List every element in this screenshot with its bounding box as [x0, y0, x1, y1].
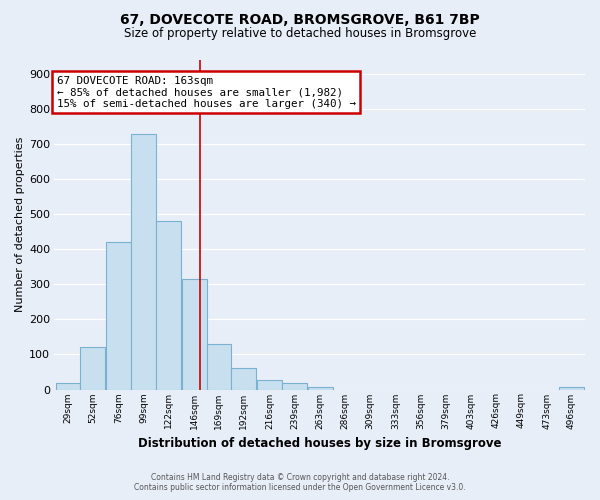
- Bar: [308, 386, 332, 390]
- Bar: [80, 348, 105, 390]
- Text: 67 DOVECOTE ROAD: 163sqm
← 85% of detached houses are smaller (1,982)
15% of sem: 67 DOVECOTE ROAD: 163sqm ← 85% of detach…: [56, 76, 356, 109]
- Bar: [232, 368, 256, 390]
- Text: Contains HM Land Registry data © Crown copyright and database right 2024.
Contai: Contains HM Land Registry data © Crown c…: [134, 473, 466, 492]
- X-axis label: Distribution of detached houses by size in Bromsgrove: Distribution of detached houses by size …: [138, 437, 502, 450]
- Bar: [131, 134, 156, 390]
- Bar: [182, 279, 206, 390]
- Bar: [559, 386, 584, 390]
- Bar: [257, 380, 282, 390]
- Bar: [56, 382, 80, 390]
- Text: Size of property relative to detached houses in Bromsgrove: Size of property relative to detached ho…: [124, 28, 476, 40]
- Bar: [156, 222, 181, 390]
- Bar: [282, 383, 307, 390]
- Text: 67, DOVECOTE ROAD, BROMSGROVE, B61 7BP: 67, DOVECOTE ROAD, BROMSGROVE, B61 7BP: [120, 12, 480, 26]
- Bar: [106, 242, 131, 390]
- Bar: [206, 344, 232, 390]
- Y-axis label: Number of detached properties: Number of detached properties: [15, 137, 25, 312]
